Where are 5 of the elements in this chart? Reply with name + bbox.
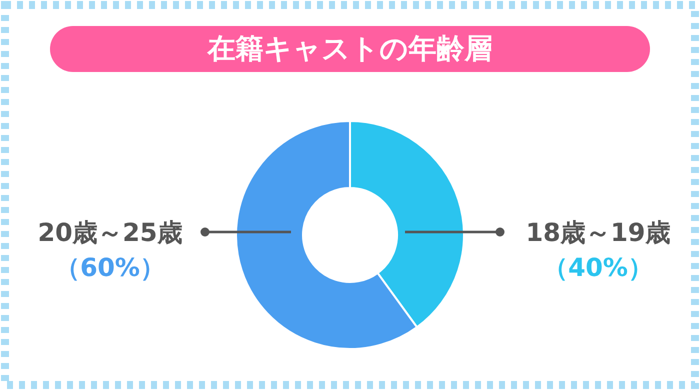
slice-label: 20歳～25歳 xyxy=(38,218,182,247)
chart-title: 在籍キャストの年齢層 xyxy=(206,32,492,65)
data-label: （60%） xyxy=(55,253,165,282)
data-label: （40%） xyxy=(543,253,653,282)
slice-label: 18歳～19歳 xyxy=(526,218,670,247)
